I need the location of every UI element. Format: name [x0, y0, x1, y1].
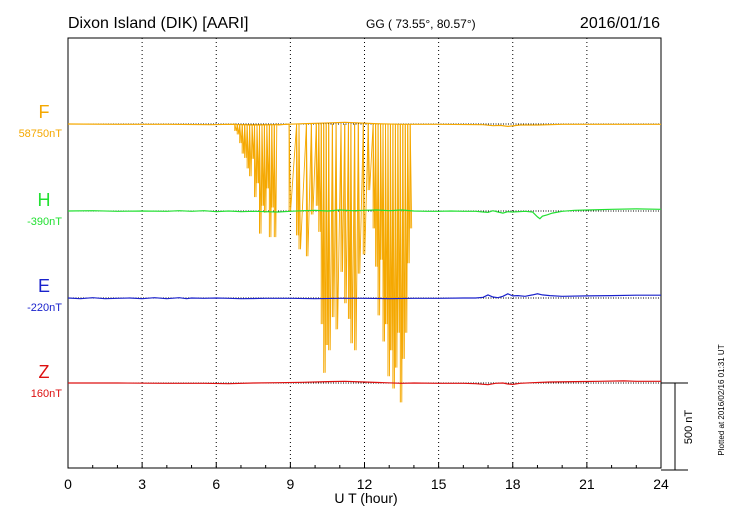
series-name-h: H — [38, 190, 51, 210]
series-baseline-f: 58750nT — [19, 128, 63, 140]
series-labels: F 58750nT H -390nT E -220nT Z 160nT — [19, 102, 63, 400]
chart-date: 2016/01/16 — [580, 15, 660, 32]
x-tick-label: 15 — [431, 476, 447, 492]
series-baseline-h: -390nT — [27, 216, 62, 228]
series-line-e — [67, 293, 661, 300]
plotted-timestamp: Plotted at 2016/02/16 01:31 UT — [717, 344, 726, 455]
series-name-e: E — [38, 276, 50, 296]
series-baseline-z: 160nT — [31, 388, 62, 400]
station-coords: GG ( 73.55°, 80.57°) — [366, 17, 476, 31]
drop-connector — [231, 123, 413, 403]
x-tick-label: 21 — [579, 476, 595, 492]
traces — [67, 121, 662, 403]
series-baseline-e: -220nT — [27, 302, 62, 314]
scale-bar: 500 nT — [661, 382, 695, 471]
series-drops-f — [230, 123, 413, 403]
x-axis-ticks: 0 3 6 9 12 15 18 21 24 — [64, 462, 669, 492]
series-line-z — [68, 380, 661, 386]
station-title: Dixon Island (DIK) [AARI] — [68, 15, 249, 32]
x-tick-label: 3 — [138, 476, 146, 492]
x-tick-label: 0 — [64, 476, 72, 492]
x-tick-label: 18 — [505, 476, 521, 492]
x-tick-label: 9 — [286, 476, 294, 492]
x-tick-label: 6 — [212, 476, 220, 492]
series-name-f: F — [39, 102, 50, 122]
x-tick-label: 12 — [357, 476, 373, 492]
series-name-z: Z — [39, 362, 50, 382]
series-line-h — [67, 208, 662, 220]
scale-bar-label: 500 nT — [683, 410, 695, 445]
series-line-f — [67, 121, 661, 128]
x-tick-label: 24 — [653, 476, 669, 492]
x-axis-label: U T (hour) — [334, 490, 397, 506]
